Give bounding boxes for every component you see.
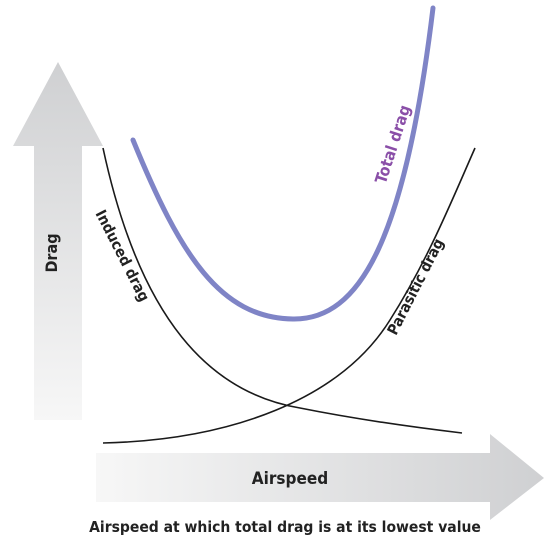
- drag-axis-arrow: [13, 62, 103, 420]
- total-drag-curve: [130, 5, 436, 322]
- airspeed-axis-label: Airspeed: [252, 469, 328, 489]
- caption: Airspeed at which total drag is at its l…: [89, 518, 481, 536]
- parasitic-drag-curve: [102, 147, 476, 444]
- airspeed-axis-arrow: [96, 434, 544, 520]
- drag-axis-label: Drag: [42, 233, 61, 272]
- parasitic-drag-label: Parasitic drag: [383, 235, 447, 337]
- total-drag-label: Total drag: [371, 103, 414, 186]
- induced-drag-curve: [102, 147, 463, 434]
